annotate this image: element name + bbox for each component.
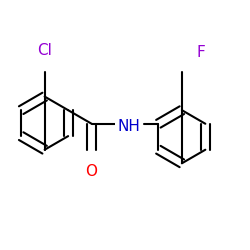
Text: O: O	[86, 164, 98, 180]
Text: Cl: Cl	[37, 43, 52, 58]
Text: NH: NH	[117, 119, 140, 134]
Text: F: F	[196, 44, 205, 60]
